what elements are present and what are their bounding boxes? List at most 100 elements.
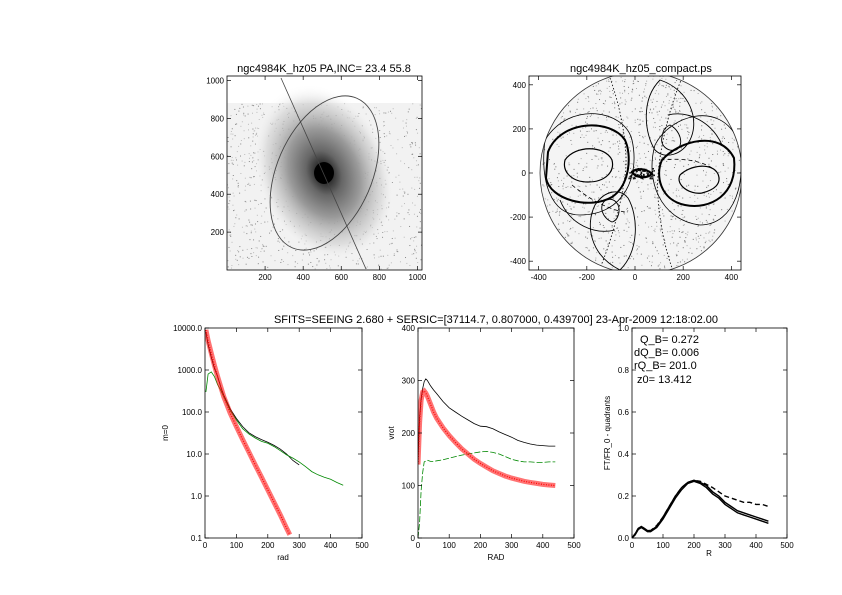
noise-speck [708, 239, 710, 241]
noise-speck [688, 132, 690, 134]
noise-speck [711, 132, 713, 134]
center-speck [640, 173, 642, 176]
noise-speck [631, 255, 633, 257]
noise-speck [654, 181, 656, 183]
noise-speck [247, 105, 249, 107]
noise-speck [621, 197, 623, 199]
noise-speck [688, 134, 690, 136]
noise-speck [265, 245, 267, 247]
noise-speck [578, 216, 580, 218]
noise-speck [639, 191, 641, 193]
center-speck [643, 174, 645, 177]
noise-speck [711, 124, 713, 126]
noise-speck [393, 254, 395, 256]
noise-speck [702, 222, 704, 224]
noise-speck [405, 125, 407, 127]
noise-speck [584, 213, 586, 215]
noise-speck [714, 215, 716, 217]
noise-speck [238, 145, 240, 147]
y-tick-label: 600 [211, 152, 225, 161]
noise-speck [706, 142, 708, 144]
noise-speck [606, 80, 608, 82]
noise-speck [700, 234, 702, 236]
noise-speck [316, 258, 318, 260]
noise-speck [677, 112, 679, 114]
noise-speck [227, 173, 229, 175]
noise-speck [671, 108, 673, 110]
noise-speck [237, 250, 239, 252]
noise-speck [405, 257, 407, 259]
noise-speck [623, 175, 625, 177]
x-tick-label: 200 [677, 273, 691, 282]
series-green-line [205, 371, 344, 486]
noise-speck [672, 192, 674, 194]
noise-speck [241, 103, 243, 105]
noise-speck [699, 146, 701, 148]
panel-e-xlabel: R [706, 549, 712, 558]
x-tick-label: 300 [718, 541, 732, 550]
noise-speck [297, 262, 299, 264]
noise-speck [703, 192, 705, 194]
noise-speck [397, 251, 399, 253]
noise-speck [393, 253, 395, 255]
noise-speck [659, 125, 661, 127]
noise-speck [667, 189, 669, 191]
noise-speck [386, 267, 388, 269]
noise-speck [380, 268, 382, 270]
x-tick-label: 1000 [409, 273, 427, 282]
noise-speck [658, 216, 660, 218]
y-tick-label: 400 [513, 81, 527, 90]
center-speck [640, 171, 643, 174]
noise-speck [654, 139, 656, 141]
noise-speck [672, 202, 674, 204]
noise-speck [666, 139, 668, 141]
panel-c-ylabel: m=0 [161, 425, 170, 441]
noise-speck [586, 237, 588, 239]
noise-speck [713, 173, 715, 175]
noise-speck [704, 149, 706, 151]
y-tick-label: 10000.0 [173, 324, 202, 333]
noise-speck [666, 122, 668, 124]
noise-speck [722, 150, 724, 152]
noise-speck [243, 165, 245, 167]
noise-speck [661, 157, 663, 159]
noise-speck [586, 166, 588, 168]
noise-speck [616, 134, 618, 136]
noise-speck [406, 132, 408, 134]
noise-speck [721, 138, 723, 140]
noise-speck [712, 204, 714, 206]
noise-speck [599, 89, 601, 91]
noise-speck [631, 163, 633, 165]
noise-speck [689, 141, 691, 143]
contour-right-outer [651, 115, 741, 226]
noise-speck [558, 214, 560, 216]
noise-speck [628, 86, 630, 88]
noise-speck [643, 137, 645, 139]
center-speck [629, 177, 632, 180]
noise-speck [709, 224, 711, 226]
noise-speck [652, 126, 654, 128]
noise-speck [665, 95, 667, 97]
noise-speck [631, 234, 633, 236]
noise-speck [238, 110, 240, 112]
noise-speck [604, 103, 606, 105]
noise-speck [573, 132, 575, 134]
noise-speck [660, 157, 662, 159]
noise-speck [570, 227, 572, 229]
noise-speck [706, 221, 708, 223]
noise-speck [314, 268, 316, 270]
noise-speck [542, 163, 544, 165]
noise-speck [396, 250, 398, 252]
noise-speck [677, 206, 679, 208]
noise-speck [605, 116, 607, 118]
noise-speck [664, 266, 666, 268]
noise-speck [562, 222, 564, 224]
noise-speck [243, 114, 245, 116]
noise-speck [395, 117, 397, 119]
noise-speck [243, 112, 245, 114]
noise-speck [588, 211, 590, 213]
noise-speck [659, 228, 661, 230]
noise-speck [257, 105, 259, 107]
noise-speck [383, 133, 385, 135]
noise-speck [559, 212, 561, 214]
